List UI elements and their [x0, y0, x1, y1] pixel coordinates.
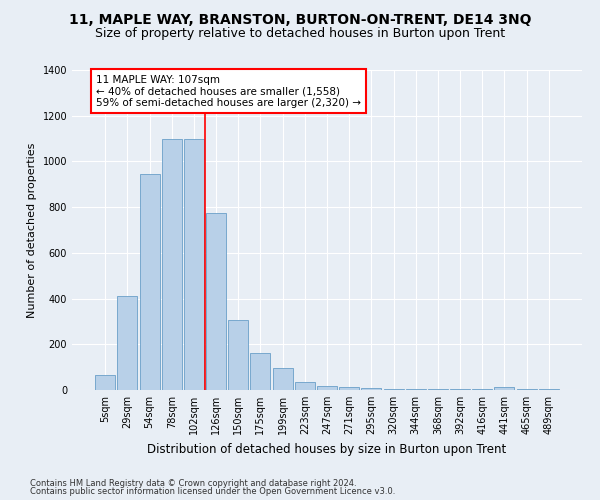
- Text: 11 MAPLE WAY: 107sqm
← 40% of detached houses are smaller (1,558)
59% of semi-de: 11 MAPLE WAY: 107sqm ← 40% of detached h…: [96, 74, 361, 108]
- Text: Size of property relative to detached houses in Burton upon Trent: Size of property relative to detached ho…: [95, 28, 505, 40]
- Text: Contains HM Land Registry data © Crown copyright and database right 2024.: Contains HM Land Registry data © Crown c…: [30, 478, 356, 488]
- Bar: [406, 389, 426, 390]
- Bar: [428, 389, 448, 390]
- Bar: [472, 389, 492, 390]
- Bar: [383, 389, 404, 390]
- Text: Contains public sector information licensed under the Open Government Licence v3: Contains public sector information licen…: [30, 487, 395, 496]
- Bar: [272, 368, 293, 390]
- Bar: [206, 213, 226, 390]
- Bar: [228, 320, 248, 390]
- Bar: [95, 375, 115, 390]
- Text: 11, MAPLE WAY, BRANSTON, BURTON-ON-TRENT, DE14 3NQ: 11, MAPLE WAY, BRANSTON, BURTON-ON-TRENT…: [69, 12, 531, 26]
- Bar: [539, 389, 559, 390]
- Bar: [118, 296, 137, 390]
- Bar: [317, 386, 337, 390]
- Bar: [250, 354, 271, 390]
- Y-axis label: Number of detached properties: Number of detached properties: [27, 142, 37, 318]
- Bar: [162, 138, 182, 390]
- Bar: [494, 386, 514, 390]
- Bar: [361, 388, 382, 390]
- Bar: [295, 382, 315, 390]
- Bar: [140, 174, 160, 390]
- Bar: [517, 389, 536, 390]
- Bar: [184, 138, 204, 390]
- X-axis label: Distribution of detached houses by size in Burton upon Trent: Distribution of detached houses by size …: [148, 442, 506, 456]
- Bar: [339, 386, 359, 390]
- Bar: [450, 389, 470, 390]
